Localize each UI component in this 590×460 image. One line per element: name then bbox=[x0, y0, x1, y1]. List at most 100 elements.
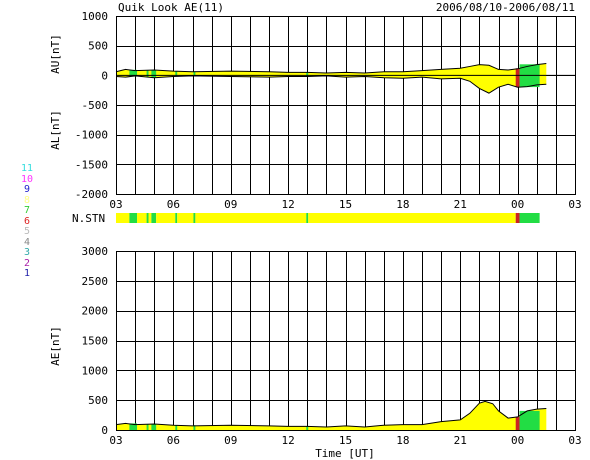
legend-entry: 2 bbox=[23, 257, 31, 269]
station-band-segment bbox=[146, 213, 149, 223]
x-tick-label: 00 bbox=[511, 434, 524, 447]
ae-frame bbox=[116, 251, 576, 431]
x-tick-label: 12 bbox=[282, 434, 295, 447]
station-band-segment bbox=[116, 213, 130, 223]
station-band-segment bbox=[306, 213, 309, 223]
station-band-segment bbox=[519, 213, 540, 223]
station-overlay-segment bbox=[515, 416, 520, 430]
station-overlay-segment bbox=[519, 410, 540, 430]
al-series-line bbox=[115, 75, 547, 94]
au-al-panel: 1000 500 0 -500 -1000 -1500 -2000 03 06 09 12 15 18… bbox=[49, 10, 582, 211]
station-overlay-segment bbox=[515, 68, 520, 88]
station-band-segment bbox=[156, 213, 176, 223]
legend-entry: 6 bbox=[23, 215, 31, 227]
legend-entry: 11 bbox=[20, 163, 34, 174]
legend-entry: 5 bbox=[23, 226, 31, 237]
station-overlay-segment bbox=[193, 425, 196, 430]
date-range: 2006/08/10-2006/08/11 bbox=[436, 1, 575, 14]
station-band-segment bbox=[151, 213, 157, 223]
au-al-frame bbox=[116, 16, 576, 195]
station-band-segment bbox=[195, 213, 307, 223]
x-tick-label: 21 bbox=[454, 434, 467, 447]
x-tick-label: 06 bbox=[167, 198, 180, 211]
station-band-segments bbox=[116, 213, 540, 223]
x-tick-label: 03 bbox=[568, 434, 581, 447]
y-tick-label: -1500 bbox=[75, 158, 108, 171]
station-count-legend: 11 10 9 8 7 6 5 4 3 2 1 bbox=[20, 163, 34, 280]
station-overlay-segment bbox=[175, 71, 178, 77]
y-tick-label: 1000 bbox=[82, 10, 109, 23]
station-band-segment bbox=[177, 213, 194, 223]
x-tick-label: 03 bbox=[568, 198, 581, 211]
station-band-segment bbox=[515, 213, 520, 223]
station-overlay-segment bbox=[306, 426, 309, 430]
y-tick-label: 2500 bbox=[82, 275, 109, 288]
y-tick-label: 500 bbox=[88, 394, 108, 407]
ae-grid bbox=[116, 251, 576, 431]
au-axis-label: AU[nT] bbox=[49, 34, 62, 74]
station-band-segment bbox=[148, 213, 152, 223]
y-tick-label: -500 bbox=[82, 99, 109, 112]
au-al-area bbox=[116, 63, 547, 94]
station-band-segment bbox=[175, 213, 178, 223]
x-axis-label: Time [UT] bbox=[315, 447, 375, 460]
station-overlay-segment bbox=[151, 424, 157, 430]
station-overlay-segment bbox=[129, 423, 138, 430]
ae-xticks: 03 06 09 12 15 18 21 00 03 bbox=[109, 434, 581, 447]
station-overlay-segment bbox=[146, 424, 149, 430]
ae-series-line bbox=[115, 400, 547, 428]
station-overlay-segment bbox=[151, 70, 157, 78]
station-overlay-segment bbox=[129, 69, 138, 77]
station-band-segment bbox=[129, 213, 138, 223]
ae-axis-label: AE[nT] bbox=[49, 326, 62, 366]
y-tick-label: 0 bbox=[101, 424, 108, 437]
x-tick-label: 00 bbox=[511, 198, 524, 211]
y-tick-label: 2000 bbox=[82, 305, 109, 318]
y-tick-label: -2000 bbox=[75, 188, 108, 201]
station-band-segment bbox=[308, 213, 516, 223]
y-tick-label: 3000 bbox=[82, 245, 109, 258]
x-tick-label: 15 bbox=[339, 434, 352, 447]
legend-entry: 10 bbox=[20, 173, 34, 185]
station-band: N.STN bbox=[72, 212, 540, 225]
station-overlay-segment bbox=[146, 70, 149, 78]
x-tick-label: 15 bbox=[339, 198, 352, 211]
y-tick-label: -1000 bbox=[75, 129, 108, 142]
x-tick-label: 21 bbox=[454, 198, 467, 211]
ae-markers bbox=[129, 410, 540, 430]
au-al-grid bbox=[116, 16, 576, 195]
x-tick-label: 18 bbox=[396, 434, 409, 447]
x-tick-label: 09 bbox=[224, 198, 237, 211]
station-overlay-segment bbox=[193, 71, 196, 76]
station-band-label: N.STN bbox=[72, 212, 105, 225]
au-al-yticks: 1000 500 0 -500 -1000 -1500 -2000 bbox=[75, 10, 108, 201]
ae-yticks: 3000 2500 2000 1500 1000 500 0 bbox=[82, 245, 109, 437]
x-tick-label: 09 bbox=[224, 434, 237, 447]
ae-area bbox=[116, 401, 547, 430]
legend-entry: 8 bbox=[23, 194, 31, 206]
station-overlay-segment bbox=[306, 72, 309, 77]
x-tick-label: 06 bbox=[167, 434, 180, 447]
legend-entry: 3 bbox=[23, 247, 31, 258]
y-tick-label: 1500 bbox=[82, 335, 109, 348]
chart-title: Quik Look AE(11) bbox=[118, 1, 224, 14]
station-band-segment bbox=[137, 213, 147, 223]
y-tick-label: 500 bbox=[88, 40, 108, 53]
y-tick-label: 1000 bbox=[82, 364, 109, 377]
au-al-xticks: 03 06 09 12 15 18 21 00 03 bbox=[109, 198, 581, 211]
y-tick-label: 0 bbox=[101, 69, 108, 82]
x-tick-label: 18 bbox=[396, 198, 409, 211]
legend-entry: 9 bbox=[23, 184, 31, 195]
x-tick-label: 03 bbox=[109, 198, 122, 211]
station-band-segment bbox=[193, 213, 196, 223]
legend-entry: 4 bbox=[23, 236, 31, 248]
al-axis-label: AL[nT] bbox=[49, 110, 62, 150]
station-overlay-segment bbox=[175, 425, 178, 430]
legend-entry: 7 bbox=[23, 205, 31, 216]
x-tick-label: 12 bbox=[282, 198, 295, 211]
x-tick-label: 03 bbox=[109, 434, 122, 447]
au-series-line bbox=[115, 62, 547, 74]
legend-entry: 1 bbox=[23, 268, 31, 279]
